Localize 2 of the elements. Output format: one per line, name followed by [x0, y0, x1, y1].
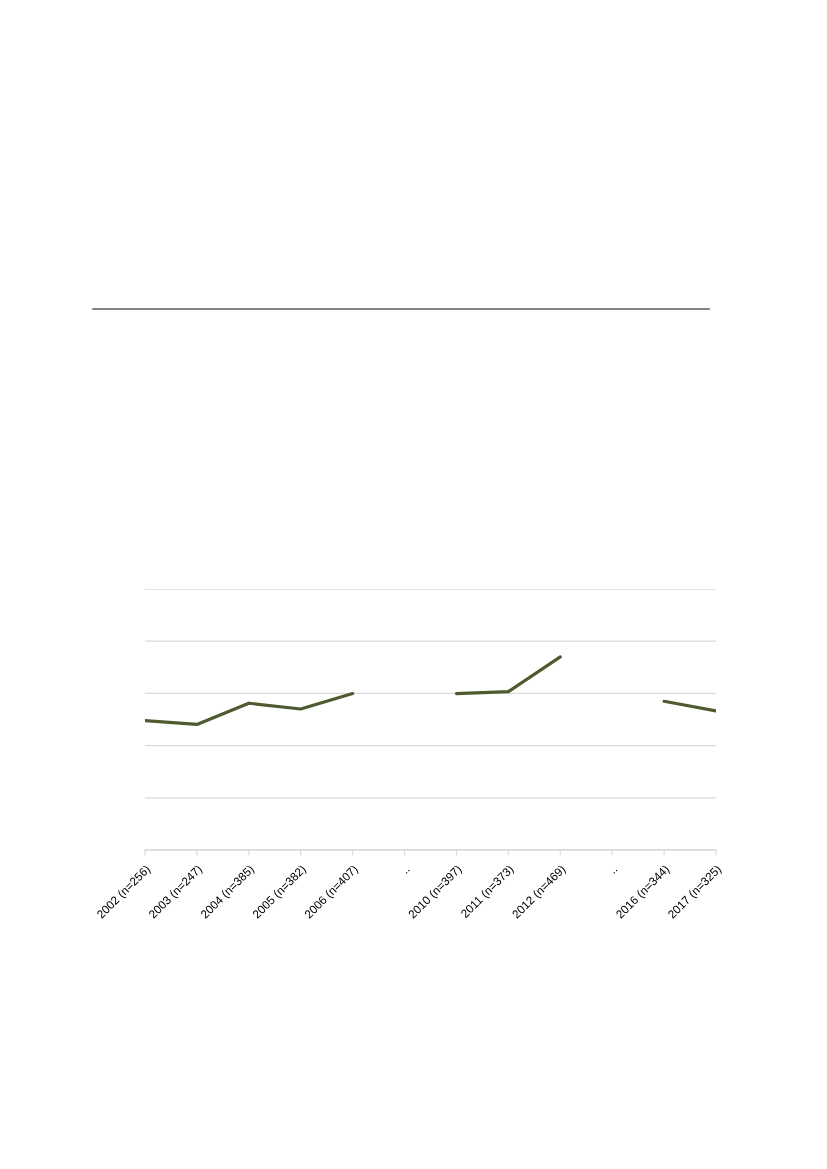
x-tick-label: .. — [405, 869, 410, 874]
x-tick-label: .. — [613, 869, 618, 874]
